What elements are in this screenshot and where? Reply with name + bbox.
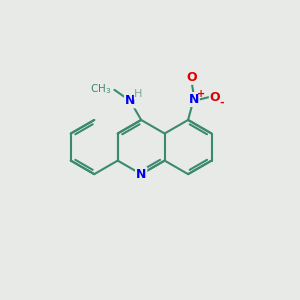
Text: O: O <box>187 71 197 84</box>
Text: -: - <box>219 98 224 107</box>
Text: CH$_3$: CH$_3$ <box>90 82 111 96</box>
Text: H: H <box>134 89 142 99</box>
Text: N: N <box>136 168 146 181</box>
Text: O: O <box>209 91 220 103</box>
Text: N: N <box>125 94 135 107</box>
Text: N: N <box>188 93 199 106</box>
Text: +: + <box>197 88 205 99</box>
